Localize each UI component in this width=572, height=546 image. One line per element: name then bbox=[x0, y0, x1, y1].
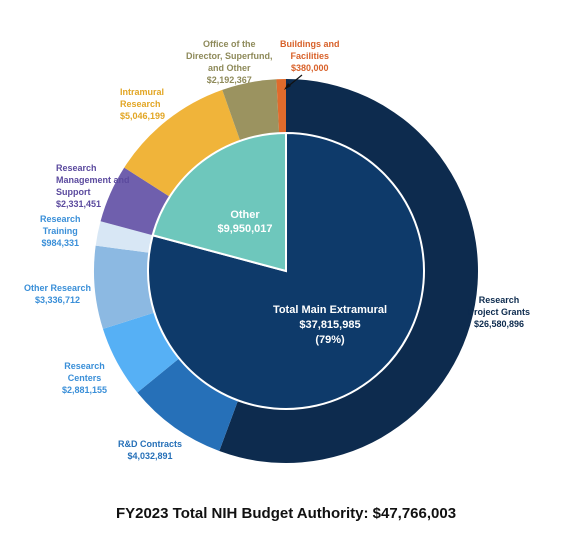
label-other-research: Other Research $3,336,712 bbox=[24, 283, 92, 305]
label-buildings-facilities: Buildings and Facilities $380,000 bbox=[280, 39, 340, 73]
label-research-project-grants: Research Project Grants $26,580,896 bbox=[468, 295, 531, 329]
chart-title: FY2023 Total NIH Budget Authority: $47,7… bbox=[115, 505, 457, 522]
label-research-management-support: Research Management and Support $2,331,451 bbox=[56, 163, 130, 209]
label-research-centers: Research Centers $2,881,155 bbox=[62, 361, 108, 395]
slice-other bbox=[151, 131, 287, 273]
label-research-training: Research Training $984,331 bbox=[40, 214, 81, 248]
buildings-callout-arrow bbox=[284, 74, 303, 90]
inner-ring bbox=[147, 131, 425, 410]
label-office-of-director: Office of the Director, Superfund, and Oth… bbox=[186, 39, 273, 85]
label-other: Other $9,950,017 bbox=[217, 209, 273, 235]
label-total-main-extramural: Total Main Extramural $37,815,985 (79%) bbox=[272, 304, 388, 346]
donut-chart bbox=[93, 74, 478, 463]
label-intramural-research: Intramural Research $5,046,199 bbox=[120, 87, 166, 121]
label-rd-contracts: R&D Contracts $4,032,891 bbox=[118, 439, 183, 461]
